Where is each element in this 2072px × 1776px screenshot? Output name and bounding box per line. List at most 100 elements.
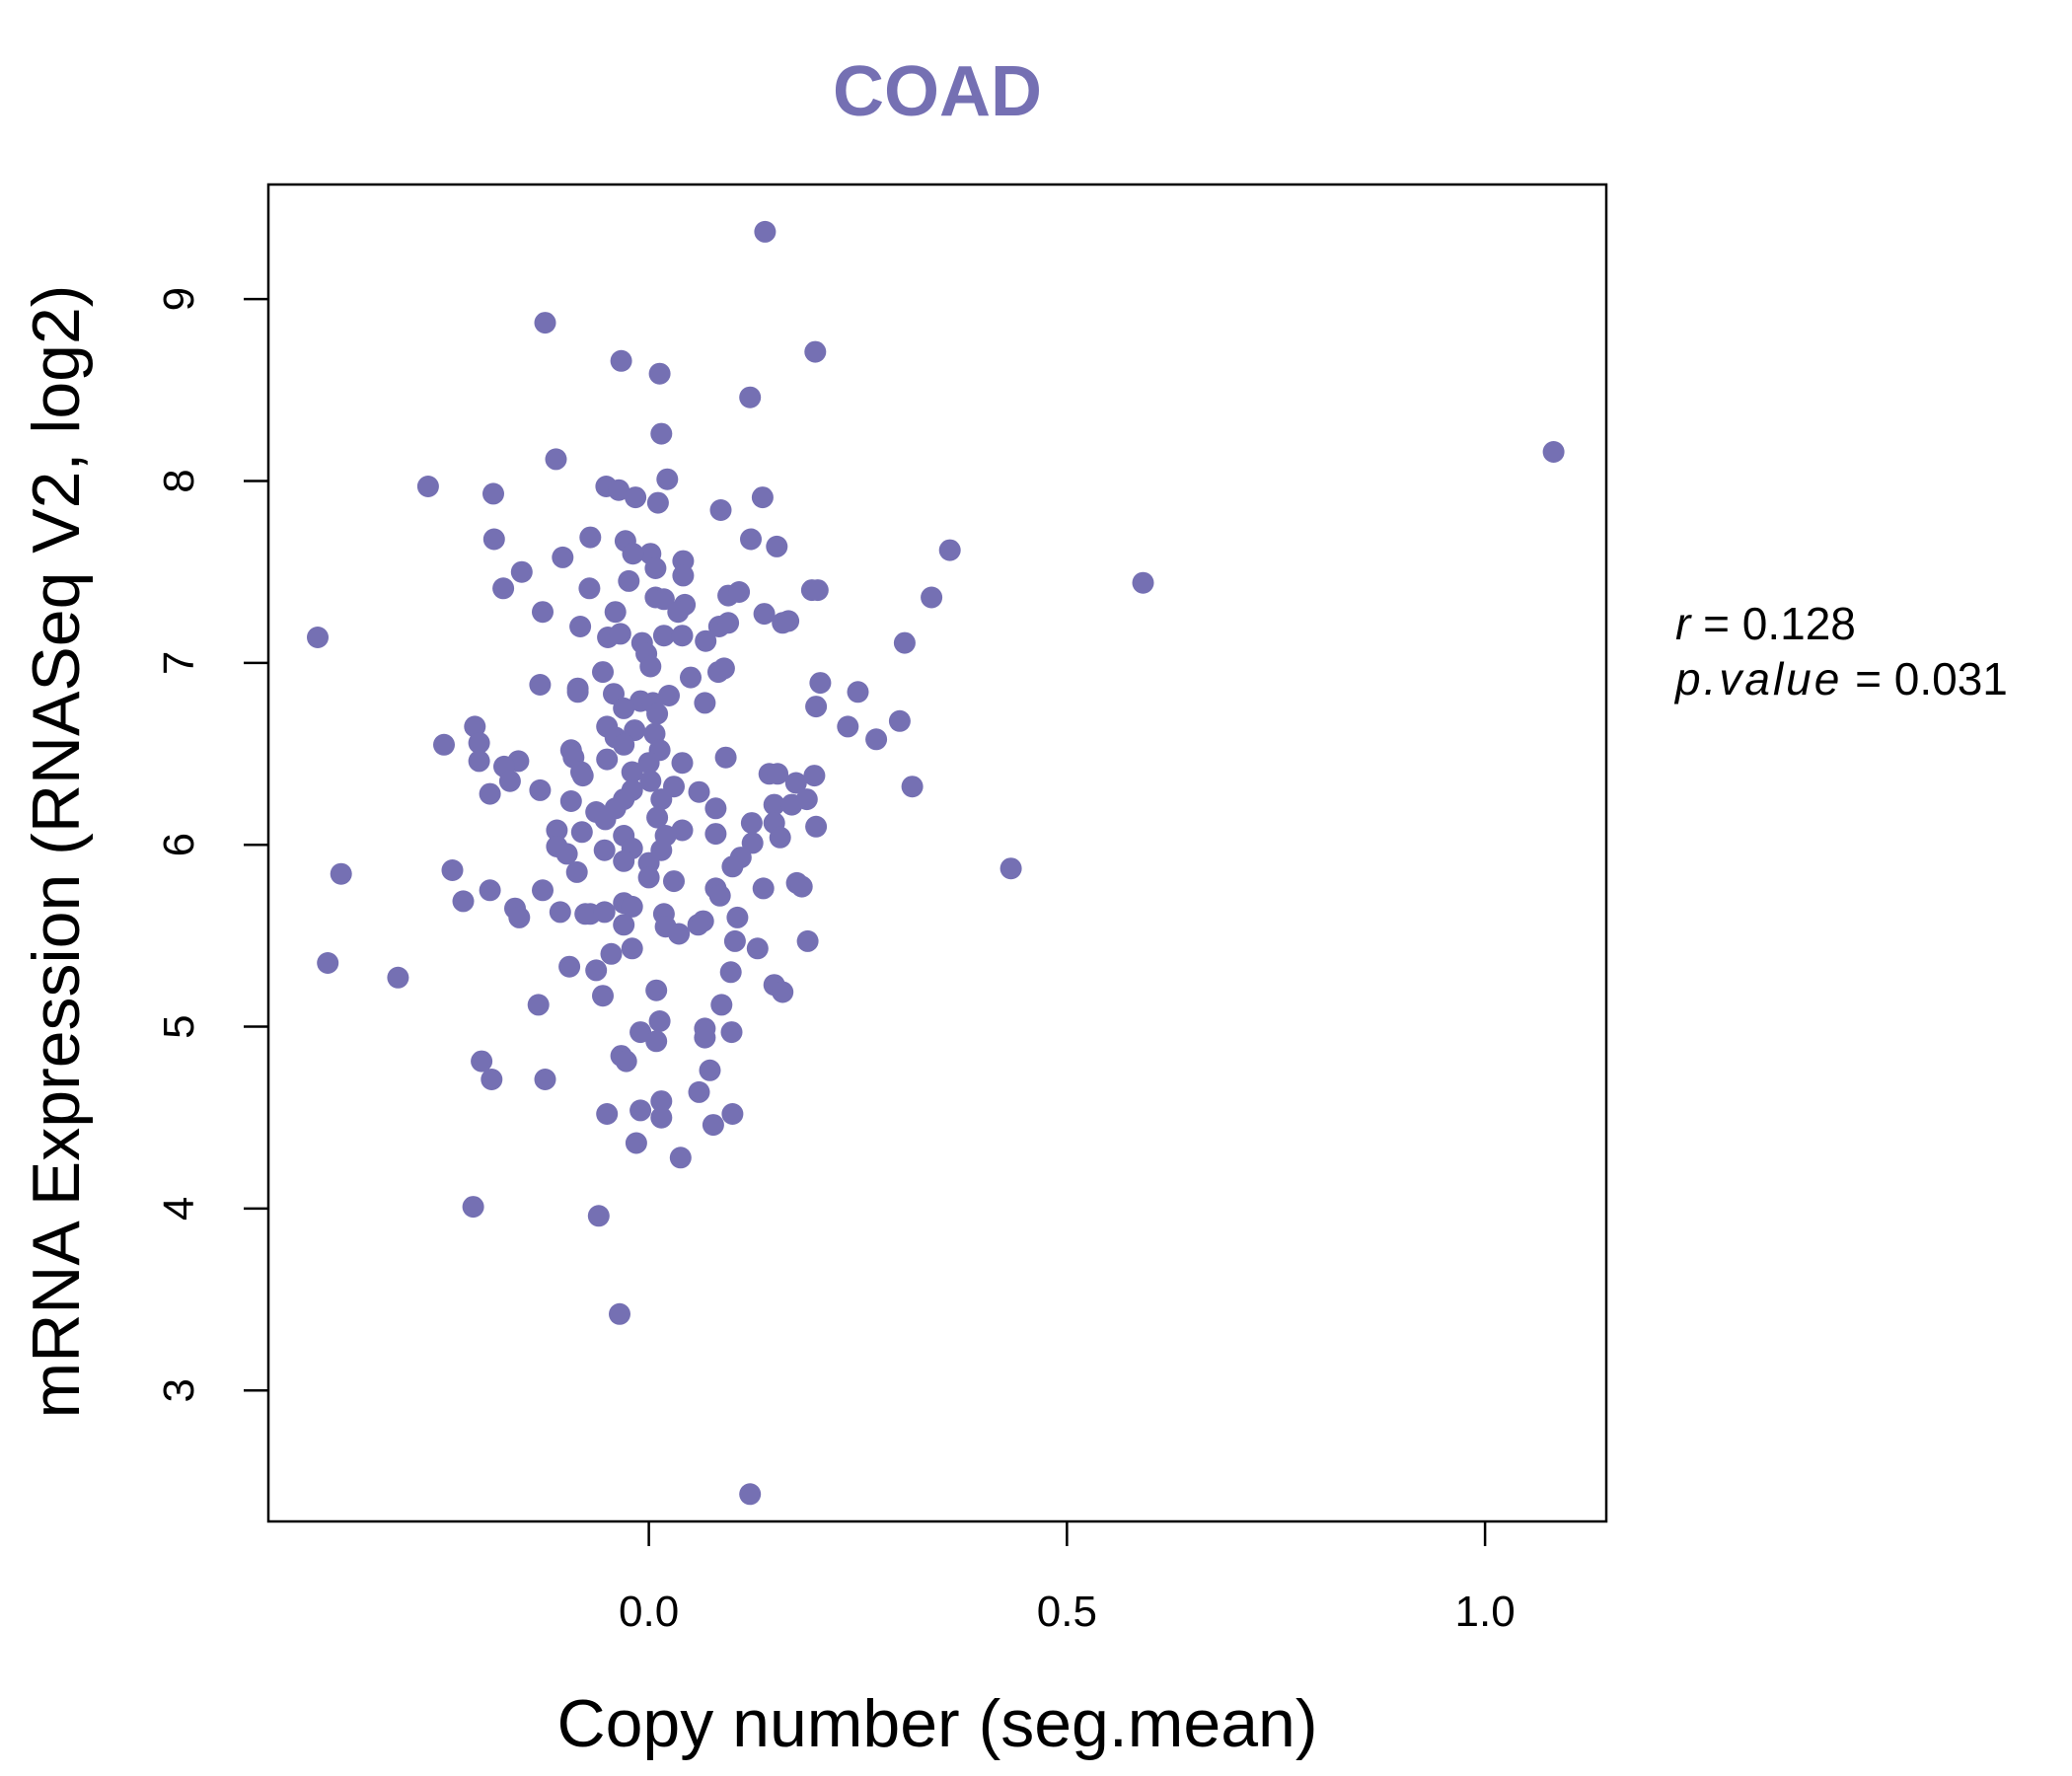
data-point bbox=[555, 843, 578, 865]
data-point bbox=[704, 797, 727, 820]
data-point bbox=[648, 1010, 671, 1032]
data-point bbox=[646, 491, 669, 514]
data-point bbox=[585, 959, 608, 982]
data-point bbox=[702, 1114, 724, 1137]
data-point bbox=[534, 312, 556, 334]
y-tick-label: 4 bbox=[155, 1197, 203, 1221]
data-point bbox=[571, 765, 594, 787]
data-point bbox=[720, 1021, 743, 1044]
data-point bbox=[529, 778, 552, 801]
data-point bbox=[694, 1026, 716, 1049]
data-point bbox=[921, 586, 943, 609]
data-point bbox=[772, 981, 794, 1003]
data-point bbox=[639, 655, 662, 678]
data-point bbox=[806, 579, 829, 602]
data-point bbox=[629, 1021, 652, 1044]
plot-frame bbox=[266, 183, 1608, 1523]
data-point bbox=[610, 349, 632, 372]
data-point bbox=[901, 776, 924, 798]
data-point bbox=[837, 715, 859, 738]
data-point bbox=[625, 1132, 647, 1154]
data-point bbox=[609, 623, 631, 645]
data-point bbox=[723, 929, 746, 952]
data-point bbox=[714, 746, 737, 769]
data-point bbox=[746, 937, 769, 960]
x-axis: 0.0 0.5 1.0 bbox=[619, 1521, 1516, 1636]
data-point bbox=[805, 815, 828, 838]
y-tick-label: 8 bbox=[155, 469, 203, 492]
data-point bbox=[739, 386, 762, 408]
data-point bbox=[767, 763, 789, 785]
x-tick-label: 0.0 bbox=[619, 1588, 679, 1636]
data-point bbox=[527, 994, 550, 1016]
data-point bbox=[621, 937, 643, 960]
y-tick-label: 7 bbox=[155, 651, 203, 675]
data-point bbox=[594, 808, 617, 831]
data-point bbox=[752, 877, 775, 900]
y-tick-label: 3 bbox=[155, 1378, 203, 1402]
data-point bbox=[688, 780, 710, 803]
data-point bbox=[753, 603, 776, 626]
data-point bbox=[717, 612, 740, 634]
data-point bbox=[728, 581, 751, 603]
data-point bbox=[865, 728, 888, 751]
data-point bbox=[699, 1059, 721, 1081]
data-point bbox=[307, 627, 329, 648]
data-point bbox=[600, 942, 623, 965]
x-axis-title: Copy number (seg.mean) bbox=[556, 1686, 1317, 1761]
data-point bbox=[809, 672, 832, 695]
data-point bbox=[596, 748, 619, 771]
data-point bbox=[608, 479, 630, 501]
data-point bbox=[566, 681, 589, 703]
data-point bbox=[592, 661, 614, 684]
data-point bbox=[593, 901, 616, 924]
data-point bbox=[593, 839, 616, 861]
data-point bbox=[482, 528, 505, 551]
data-point bbox=[777, 610, 800, 632]
data-point bbox=[650, 1090, 673, 1113]
data-point bbox=[471, 1050, 493, 1073]
data-point bbox=[596, 1103, 619, 1125]
data-point bbox=[416, 476, 439, 497]
data-point bbox=[671, 819, 694, 842]
data-point bbox=[652, 588, 675, 611]
data-point bbox=[656, 468, 679, 490]
data-point bbox=[938, 539, 961, 561]
data-point bbox=[498, 770, 521, 792]
data-point bbox=[763, 793, 785, 816]
data-point bbox=[621, 761, 643, 783]
data-point bbox=[613, 850, 635, 872]
data-point bbox=[721, 855, 744, 878]
data-point bbox=[695, 629, 717, 652]
data-point bbox=[643, 722, 666, 745]
data-point bbox=[646, 806, 669, 829]
y-tick-label: 6 bbox=[155, 833, 203, 856]
data-points bbox=[307, 220, 1565, 1506]
data-point bbox=[710, 994, 733, 1016]
data-point bbox=[482, 482, 504, 505]
x-tick-label: 0.5 bbox=[1037, 1588, 1097, 1636]
data-point bbox=[645, 979, 668, 1001]
data-point bbox=[694, 692, 716, 714]
y-tick-label: 9 bbox=[155, 287, 203, 311]
data-point bbox=[709, 499, 732, 521]
data-point bbox=[462, 1196, 484, 1219]
data-point bbox=[479, 879, 501, 902]
data-point bbox=[510, 560, 533, 583]
data-point bbox=[621, 895, 643, 918]
data-point bbox=[652, 625, 675, 647]
data-point bbox=[534, 1069, 556, 1090]
data-point bbox=[569, 616, 592, 637]
data-point bbox=[712, 657, 735, 680]
data-point bbox=[796, 929, 819, 952]
data-point bbox=[387, 966, 409, 989]
data-point bbox=[587, 1205, 610, 1227]
p-stat: p.value = 0.031 bbox=[1673, 653, 2008, 704]
data-point bbox=[1542, 441, 1565, 463]
data-point bbox=[672, 564, 695, 587]
data-point bbox=[592, 985, 614, 1007]
data-point bbox=[565, 860, 588, 883]
data-point bbox=[615, 1050, 637, 1073]
data-point bbox=[650, 788, 673, 811]
